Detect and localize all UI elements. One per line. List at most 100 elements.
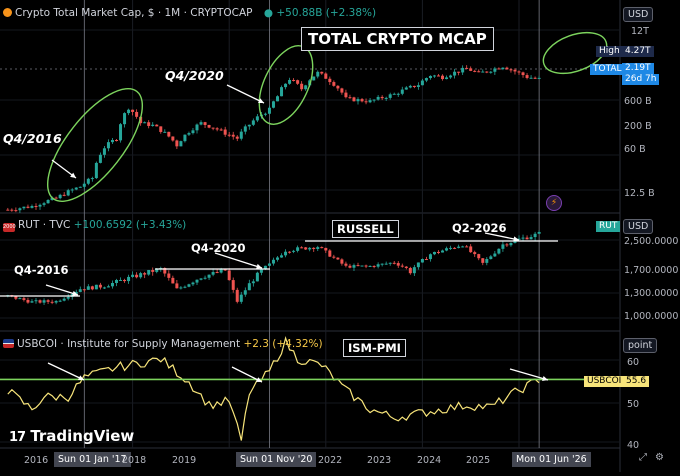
rut-currency-select[interactable]: USD xyxy=(623,219,654,234)
crypto-candle xyxy=(267,107,271,114)
rut-candle xyxy=(22,298,26,300)
rut-candle xyxy=(147,269,151,275)
crypto-candle xyxy=(316,71,320,77)
crypto-candle xyxy=(521,72,525,76)
rut-candle xyxy=(276,257,279,260)
crypto-candle xyxy=(223,129,227,135)
rut-candle xyxy=(98,284,102,288)
crypto-candle xyxy=(90,178,94,180)
rut-candle xyxy=(489,256,493,260)
pmi-change: +2.3 (+4.32%) xyxy=(243,338,323,350)
tradingview-logo-text: TradingView xyxy=(30,427,135,445)
crypto-candle xyxy=(227,134,231,136)
crypto-candle xyxy=(66,190,70,196)
rut-candle xyxy=(203,277,207,279)
rut-candle xyxy=(255,272,259,282)
crypto-candle xyxy=(509,69,513,71)
rut-candle xyxy=(235,289,239,302)
rut-candle xyxy=(102,287,106,289)
crypto-y-tick: 12.5 B xyxy=(624,188,655,199)
crypto-candle xyxy=(525,75,529,78)
rut-change: +100.6592 (+3.43%) xyxy=(73,219,187,231)
crypto-currency-select[interactable]: USD xyxy=(623,7,654,22)
rut-candle xyxy=(388,262,392,264)
rut-candle xyxy=(207,274,211,278)
rut-price-tag: RUT xyxy=(596,221,621,232)
rut-candle xyxy=(340,259,344,264)
fullscreen-icon[interactable]: ⤢ xyxy=(639,452,647,463)
rut-candle xyxy=(396,263,400,266)
rut-candle xyxy=(123,279,127,282)
crypto-candle xyxy=(255,116,259,121)
crypto-candle xyxy=(231,134,235,137)
rut-candle xyxy=(110,283,114,287)
rut-candle xyxy=(517,238,521,240)
crypto-candle xyxy=(368,100,372,103)
crypto-candle xyxy=(457,71,461,73)
crypto-candle xyxy=(477,71,481,73)
rut-candle xyxy=(94,284,98,290)
rut-candle xyxy=(135,274,139,278)
crypto-candle xyxy=(171,136,175,141)
rut-candle xyxy=(380,263,384,265)
pmi-scale-select[interactable]: point xyxy=(623,338,658,353)
crypto-candle xyxy=(195,124,199,131)
crypto-candle xyxy=(352,97,356,102)
x-axis-label: 2016 xyxy=(24,455,49,466)
crypto-candle xyxy=(18,208,22,211)
crypto-candle xyxy=(304,85,308,90)
crypto-annotation-box: TOTAL CRYPTO MCAP xyxy=(301,27,494,51)
rut-y-tick: 1,000.0000 xyxy=(624,311,679,322)
crypto-y-tick: 12T xyxy=(631,26,649,37)
annotation-arrowhead xyxy=(513,236,519,242)
rut-candle xyxy=(46,300,50,302)
rut-candle xyxy=(292,250,296,252)
annotation-arrowhead xyxy=(72,290,78,296)
rut-candle xyxy=(332,256,336,258)
x-axis-crosshair-label: Mon 01 Jun '26 xyxy=(512,452,591,467)
crypto-candle xyxy=(537,77,541,79)
crypto-candle xyxy=(336,85,340,89)
rut-header[interactable]: 2000 RUT · TVC +100.6592 (+3.43%) xyxy=(3,219,186,232)
crypto-candle xyxy=(497,68,501,70)
rut-candle xyxy=(50,301,54,303)
rut-candle xyxy=(481,258,485,263)
rut-candle xyxy=(461,246,465,248)
pmi-header[interactable]: USBCOI · Institute for Supply Management… xyxy=(3,338,323,350)
rut-candle xyxy=(223,269,227,271)
crypto-candle xyxy=(388,94,392,98)
rut-candle xyxy=(404,266,408,268)
x-axis-label: 2023 xyxy=(367,455,392,466)
crypto-candle xyxy=(505,67,509,70)
rut-candle xyxy=(497,248,501,254)
rut-candle xyxy=(408,267,412,274)
x-axis-label: 2018 xyxy=(122,455,147,466)
lightning-icon[interactable]: ⚡ xyxy=(546,195,562,211)
crypto-candle xyxy=(147,122,151,126)
crypto-candle xyxy=(179,141,183,147)
crypto-candle xyxy=(517,71,521,73)
rut-candle xyxy=(473,252,477,255)
tradingview-logo[interactable]: 17 TradingView xyxy=(9,427,134,445)
rut-candle xyxy=(155,268,159,272)
crypto-candle xyxy=(115,140,118,142)
rut-candle xyxy=(441,250,445,253)
crypto-candle xyxy=(203,122,207,125)
crypto-candle xyxy=(292,79,296,81)
crypto-candle xyxy=(86,178,90,184)
rut-candle xyxy=(424,259,428,261)
crypto-header[interactable]: Crypto Total Market Cap, $ · 1M · CRYPTO… xyxy=(3,7,376,19)
crypto-candle xyxy=(82,183,86,187)
crypto-candle xyxy=(151,124,155,126)
rut-candle xyxy=(78,289,82,292)
pmi-y-tick: 50 xyxy=(627,399,640,410)
crypto-candle xyxy=(493,68,497,72)
rut-candle xyxy=(58,300,62,302)
rut-candle xyxy=(175,283,179,289)
rut-candle xyxy=(215,272,219,274)
crypto-candle xyxy=(102,148,106,155)
settings-icon[interactable]: ⚙ xyxy=(655,452,664,463)
crypto-candle xyxy=(191,130,195,134)
